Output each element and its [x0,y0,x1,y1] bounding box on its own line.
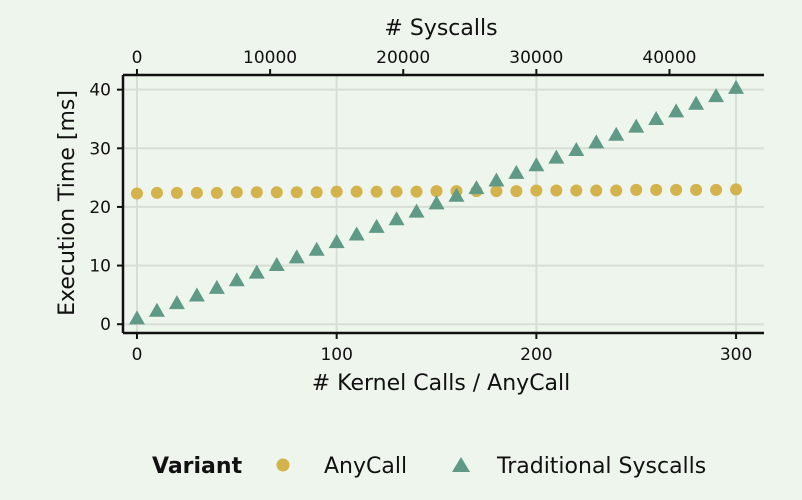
anycall-point [130,187,143,200]
anycall-point [570,184,583,197]
x2-tick-label: 40000 [642,48,696,68]
traditional-syscalls-point [688,95,705,110]
x-tick-label: 100 [320,345,352,365]
anycall-point [250,186,263,199]
anycall-point [390,185,403,198]
traditional-syscalls-point [708,88,725,103]
y-tick-label: 40 [89,81,111,101]
legend-traditional-marker [452,457,470,472]
traditional-syscalls-point [488,172,505,187]
traditional-syscalls-point [228,272,245,287]
traditional-syscalls-point [508,164,525,179]
anycall-point [630,183,643,196]
y-tick-label: 20 [89,198,111,218]
traditional-syscalls-point [388,211,405,226]
anycall-point [530,184,543,197]
traditional-syscalls-point [728,79,745,94]
x2-tick-label: 0 [132,48,143,68]
traditional-syscalls-point [668,103,685,118]
y-axis-title: Execution Time [ms] [55,90,80,316]
anycall-point [170,186,183,199]
traditional-syscalls-point [188,287,205,302]
traditional-syscalls-point [248,264,265,279]
anycall-point [230,186,243,199]
traditional-syscalls-point [428,195,445,210]
y-tick-label: 0 [100,315,111,335]
x-tick-label: 300 [720,345,752,365]
anycall-point [150,186,163,199]
legend-title: Variant [152,454,243,479]
legend-anycall-marker [276,458,290,472]
x2-tick-label: 30000 [509,48,563,68]
x-axis-title: # Kernel Calls / AnyCall [312,371,571,396]
anycall-point [490,185,503,198]
traditional-syscalls-point [268,256,285,271]
legend: Variant AnyCall Traditional Syscalls [152,454,706,479]
traditional-syscalls-point [468,180,485,195]
anycall-point [370,185,383,198]
traditional-syscalls-point [348,226,365,241]
x-tick-label: 200 [520,345,552,365]
traditional-syscalls-point [648,110,665,125]
y-tick-label: 10 [89,257,111,277]
anycall-point [430,185,443,198]
traditional-syscalls-point [368,218,385,233]
anycall-point [710,183,723,196]
anycall-point [290,186,303,199]
traditional-syscalls-point [608,126,625,141]
grid [123,75,764,333]
anycall-point [670,183,683,196]
x2-axis-title: # Syscalls [384,16,497,41]
traditional-syscalls-point [288,249,305,264]
axes [117,69,764,339]
anycall-point [690,183,703,196]
traditional-syscalls-point [568,142,585,157]
anycall-point [550,184,563,197]
traditional-syscalls-point [588,134,605,149]
y-tick-label: 30 [89,139,111,159]
anycall-point [190,186,203,199]
anycall-point [410,185,423,198]
anycall-point [310,186,323,199]
legend-traditional-label: Traditional Syscalls [496,454,706,479]
anycall-point [510,185,523,198]
data-marks [128,79,745,325]
x2-tick-label: 10000 [243,48,297,68]
anycall-point [610,184,623,197]
traditional-syscalls-point [128,310,145,325]
anycall-point [590,184,603,197]
tick-labels: 0 100 200 300 0 10000 20000 30000 40000 0 10 20 30 40 [89,48,752,365]
anycall-point [350,185,363,198]
traditional-syscalls-point [308,241,325,256]
traditional-syscalls-point [328,234,345,249]
anycall-point [730,183,743,196]
x2-tick-label: 20000 [376,48,430,68]
traditional-syscalls-point [148,302,165,317]
anycall-point [270,186,283,199]
x-tick-label: 0 [132,345,143,365]
traditional-syscalls-point [628,118,645,133]
traditional-syscalls-point [168,295,185,310]
traditional-syscalls-point [408,203,425,218]
anycall-point [650,183,663,196]
anycall-point [330,185,343,198]
anycall-point [210,186,223,199]
traditional-syscalls-point [548,149,565,164]
legend-anycall-label: AnyCall [324,454,407,479]
traditional-syscalls-point [528,157,545,172]
traditional-syscalls-point [448,187,465,202]
traditional-syscalls-point [208,279,225,294]
